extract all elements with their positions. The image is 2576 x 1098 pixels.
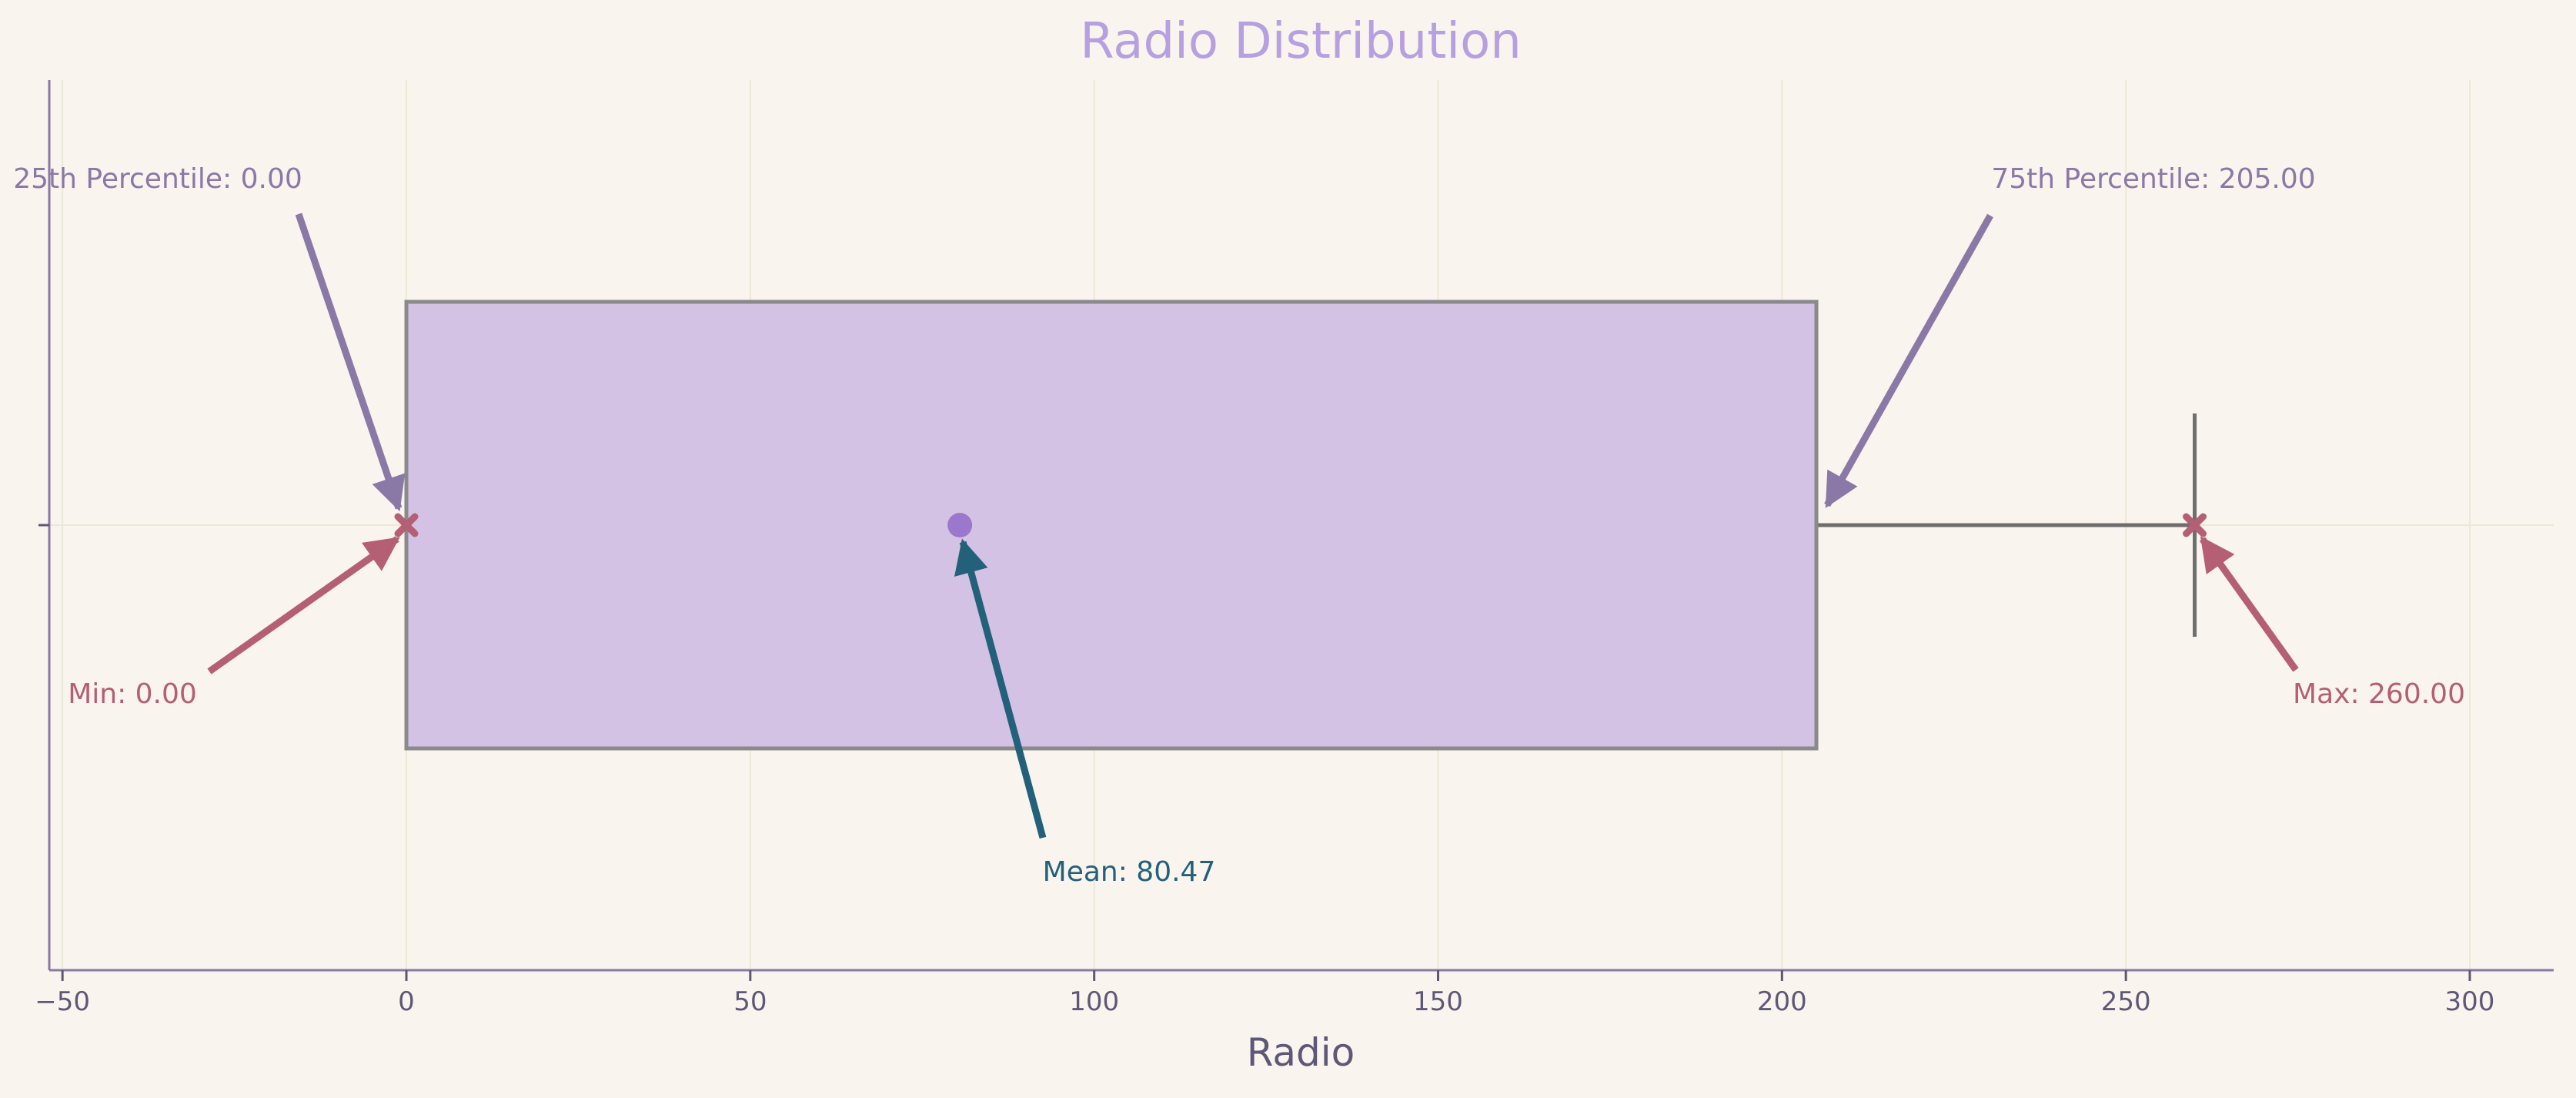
- chart-title: Radio Distribution: [1080, 13, 1522, 70]
- box-iqr: [404, 300, 1819, 751]
- annotation-max: Max: 260.00: [2199, 536, 2465, 710]
- x-tick-label: −50: [35, 986, 90, 1017]
- max-marker: [2183, 513, 2207, 537]
- annotation-label-q3: 75th Percentile: 205.00: [1991, 163, 2315, 195]
- box-plot-series: [394, 300, 2207, 751]
- x-tick-label: 0: [398, 986, 415, 1017]
- min-marker: [394, 513, 419, 537]
- mean-marker: [947, 513, 973, 537]
- x-tick-label: 200: [1757, 986, 1807, 1017]
- annotation-arrow-max: [2199, 536, 2299, 672]
- annotation-mean: Mean: 80.47: [954, 538, 1216, 888]
- x-tick-label: 250: [2101, 986, 2151, 1017]
- annotation-arrow-min: [207, 536, 400, 675]
- x-tick-label: 300: [2445, 986, 2495, 1017]
- x-tick-label: 150: [1413, 986, 1463, 1017]
- x-tick-label: 100: [1069, 986, 1119, 1017]
- x-axis-label: Radio: [1247, 1030, 1355, 1075]
- annotation-q1: 25th Percentile: 0.00: [13, 163, 406, 512]
- annotation-label-min: Min: 0.00: [68, 678, 197, 710]
- annotation-label-q1: 25th Percentile: 0.00: [13, 163, 302, 195]
- annotation-q3: 75th Percentile: 205.00: [1824, 163, 2316, 508]
- annotation-label-mean: Mean: 80.47: [1043, 856, 1216, 888]
- x-axis-ticks: −50 0 50 100 150 200 250 300: [35, 970, 2494, 1017]
- annotation-arrow-mean: [954, 538, 1047, 839]
- annotation-min: Min: 0.00: [68, 536, 400, 710]
- annotation-arrow-q1: [295, 213, 406, 512]
- annotations: 25th Percentile: 0.00 75th Percentile: 20…: [13, 163, 2465, 888]
- annotation-label-max: Max: 260.00: [2293, 678, 2465, 710]
- x-tick-label: 50: [733, 986, 767, 1017]
- annotation-arrow-q3: [1824, 213, 1993, 508]
